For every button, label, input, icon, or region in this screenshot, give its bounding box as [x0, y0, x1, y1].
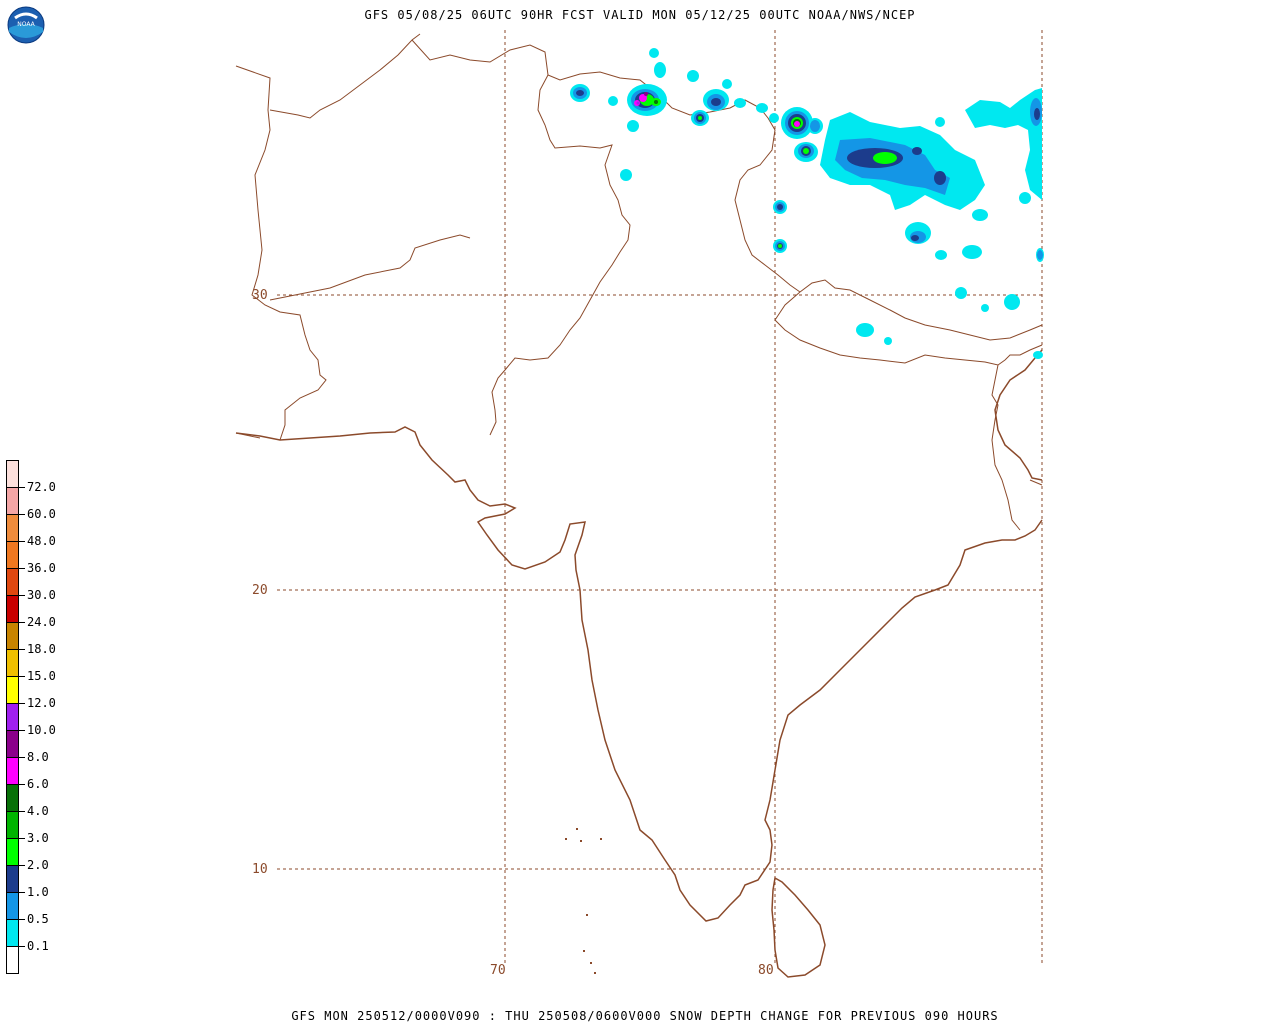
lat-label-30: 30 [252, 288, 268, 303]
legend-tick [19, 865, 25, 866]
legend-tick [19, 838, 25, 839]
legend-swatch [6, 946, 19, 974]
legend-level-label: 8.0 [27, 750, 49, 764]
legend-swatch [6, 757, 19, 785]
legend-level-label: 48.0 [27, 534, 56, 548]
legend-level-label: 72.0 [27, 480, 56, 494]
legend-level-label: 2.0 [27, 858, 49, 872]
legend-tick [19, 514, 25, 515]
legend-level-label: 60.0 [27, 507, 56, 521]
map-caption: GFS MON 250512/0000V090 : THU 250508/060… [291, 1009, 999, 1023]
legend-level-label: 4.0 [27, 804, 49, 818]
legend-swatch [6, 892, 19, 920]
legend-swatch [6, 649, 19, 677]
noaa-logo-icon: NOAA [7, 6, 45, 44]
legend-level-label: 36.0 [27, 561, 56, 575]
legend-swatch [6, 622, 19, 650]
legend-swatch [6, 838, 19, 866]
legend-swatch [6, 676, 19, 704]
legend-tick [19, 595, 25, 596]
color-legend: 72.0 60.0 48.0 36.0 30.0 24.0 18.0 15.0 12.0 10.0… [6, 460, 66, 974]
legend-tick [19, 730, 25, 731]
legend-level-label: 1.0 [27, 885, 49, 899]
legend-level-label: 18.0 [27, 642, 56, 656]
lon-label-70: 70 [490, 963, 506, 978]
legend-tick [19, 892, 25, 893]
legend-swatch [6, 541, 19, 569]
lat-label-20: 20 [252, 583, 268, 598]
legend-level-label: 10.0 [27, 723, 56, 737]
legend-swatch [6, 487, 19, 515]
legend-tick [19, 541, 25, 542]
map-title: GFS 05/08/25 06UTC 90HR FCST VALID MON 0… [364, 8, 916, 22]
legend-tick [19, 946, 25, 947]
coastline [235, 349, 1043, 978]
legend-swatch [6, 784, 19, 812]
legend-swatch [6, 811, 19, 839]
legend-tick [19, 703, 25, 704]
legend-tick [19, 622, 25, 623]
logo-text: NOAA [17, 21, 35, 28]
legend-swatch [6, 703, 19, 731]
legend-level-label: 12.0 [27, 696, 56, 710]
legend-level-label: 15.0 [27, 669, 56, 683]
legend-level-label: 0.5 [27, 912, 49, 926]
legend-level-label: 24.0 [27, 615, 56, 629]
legend-tick [19, 919, 25, 920]
legend-tick [19, 568, 25, 569]
legend-level-label: 0.1 [27, 939, 49, 953]
lat-label-10: 10 [252, 862, 268, 877]
lakshadweep-islands [565, 828, 602, 974]
legend-tick [19, 487, 25, 488]
legend-level-label: 6.0 [27, 777, 49, 791]
legend-swatch [6, 595, 19, 623]
legend-tick [19, 784, 25, 785]
borders [235, 33, 1043, 531]
legend-tick [19, 811, 25, 812]
legend-swatch [6, 865, 19, 893]
snow-contours [570, 48, 1044, 359]
legend-swatch [6, 460, 19, 488]
legend-swatch [6, 730, 19, 758]
legend-tick [19, 649, 25, 650]
legend-swatch [6, 568, 19, 596]
legend-level-label: 3.0 [27, 831, 49, 845]
lon-label-80: 80 [758, 963, 774, 978]
legend-tick [19, 757, 25, 758]
legend-swatch [6, 514, 19, 542]
legend-level-label: 30.0 [27, 588, 56, 602]
legend-swatch [6, 919, 19, 947]
legend-tick [19, 676, 25, 677]
